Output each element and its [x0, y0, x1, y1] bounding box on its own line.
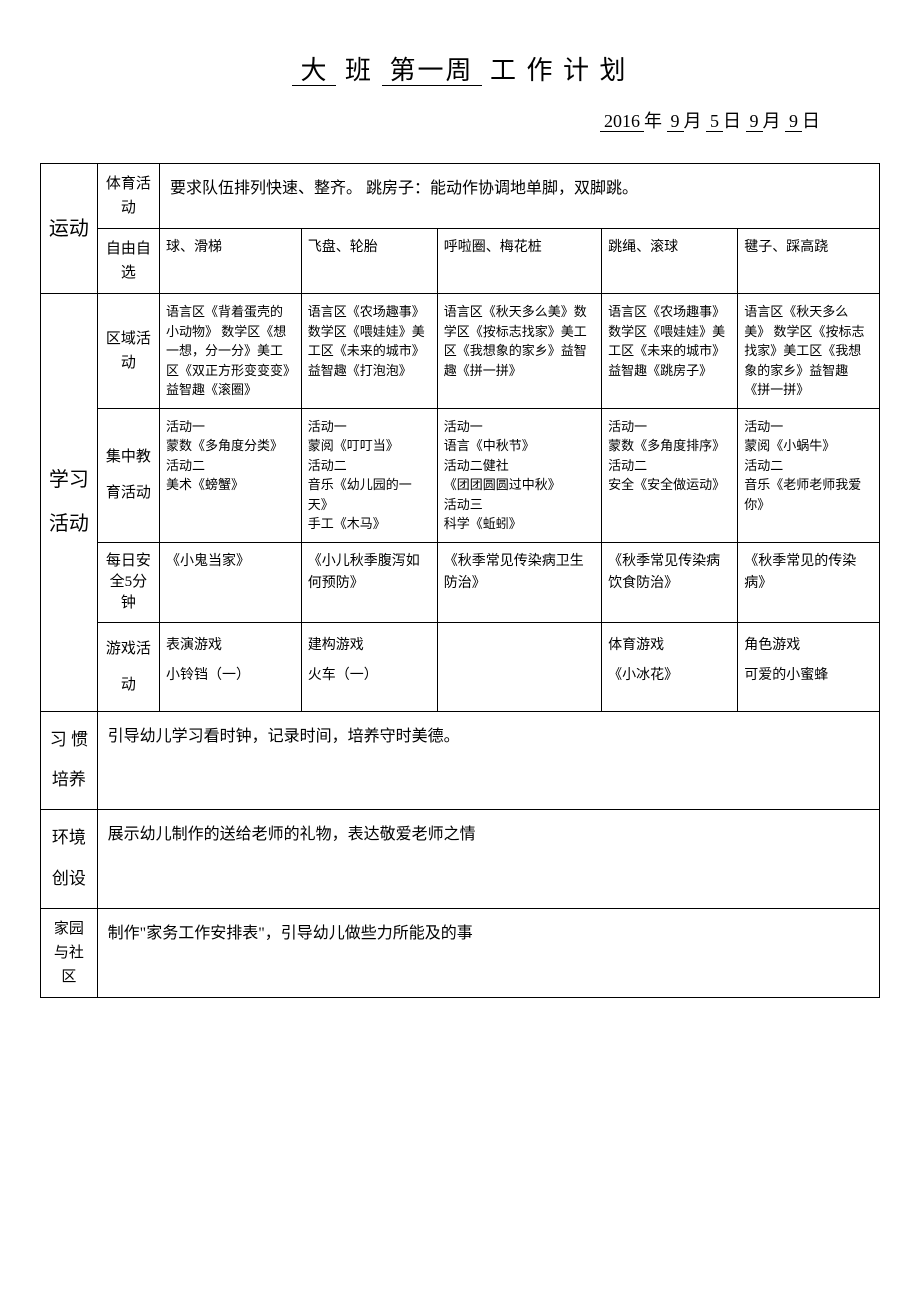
area-d5: 语言区《秋天多么美》 数学区《按标志找家》美工区《我想象的家乡》益智趣《拼一拼》 [738, 294, 880, 409]
safety-d1: 《小鬼当家》 [160, 542, 302, 622]
free-d1: 球、滑梯 [160, 229, 302, 294]
focus-d1: 活动一 蒙数《多角度分类》 活动二 美术《螃蟹》 [160, 408, 302, 542]
game-d2: 建构游戏 火车（一） [301, 622, 437, 711]
area-d4: 语言区《农场趣事》数学区《喂娃娃》美工区《未来的城市》益智趣《跳房子》 [602, 294, 738, 409]
safety-d2: 《小儿秋季腹泻如何预防》 [301, 542, 437, 622]
sub-safety: 每日安全5分钟 [97, 542, 159, 622]
pe-content: 要求队伍排列快速、整齐。 跳房子：能动作协调地单脚，双脚跳。 [160, 164, 880, 229]
title-plan: 工 作 计 划 [490, 56, 628, 85]
sub-free: 自由自选 [97, 229, 159, 294]
focus-d5: 活动一 蒙阅《小蜗牛》 活动二 音乐《老师老师我爱你》 [738, 408, 880, 542]
free-d3: 呼啦圈、梅花桩 [437, 229, 601, 294]
date-m1: 9 [671, 111, 680, 131]
game-d4: 体育游戏 《小冰花》 [602, 622, 738, 711]
area-d1: 语言区《背着蛋壳的小动物》 数学区《想一想，分一分》美工区《双正方形变变变》益智… [160, 294, 302, 409]
title-class: 大 [300, 56, 328, 85]
page-title: 大 班 第一周 工 作 计 划 [40, 50, 880, 87]
date-d1: 5 [710, 111, 719, 131]
area-d3: 语言区《秋天多么美》数学区《按标志找家》美工区《我想象的家乡》益智趣《拼一拼》 [437, 294, 601, 409]
date-m2: 9 [750, 111, 759, 131]
safety-d4: 《秋季常见传染病饮食防治》 [602, 542, 738, 622]
game-d1: 表演游戏 小铃铛（一） [160, 622, 302, 711]
sub-focus: 集中教育活动 [97, 408, 159, 542]
area-d2: 语言区《农场趣事》数学区《喂娃娃》美工区《未来的城市》益智趣《打泡泡》 [301, 294, 437, 409]
sub-area: 区域活动 [97, 294, 159, 409]
date-line: 2016年 9月 5日 9月 9日 [40, 107, 880, 133]
safety-d3: 《秋季常见传染病卫生防治》 [437, 542, 601, 622]
safety-d5: 《秋季常见的传染病》 [738, 542, 880, 622]
habit-content: 引导幼儿学习看时钟，记录时间，培养守时美德。 [97, 711, 879, 810]
sub-pe: 体育活动 [97, 164, 159, 229]
free-d2: 飞盘、轮胎 [301, 229, 437, 294]
sub-game: 游戏活动 [97, 622, 159, 711]
focus-d2: 活动一 蒙阅《叮叮当》 活动二 音乐《幼儿园的一天》 手工《木马》 [301, 408, 437, 542]
title-week: 第一周 [390, 56, 474, 85]
game-d3 [437, 622, 601, 711]
free-d4: 跳绳、滚球 [602, 229, 738, 294]
section-sports: 运动 [41, 164, 98, 294]
focus-d4: 活动一 蒙数《多角度排序》 活动二 安全《安全做运动》 [602, 408, 738, 542]
date-d2: 9 [789, 111, 798, 131]
section-learning: 学习活动 [41, 294, 98, 712]
title-class-label: 班 [345, 56, 373, 85]
home-content: 制作"家务工作安排表"，引导幼儿做些力所能及的事 [97, 908, 879, 997]
section-env: 环境创设 [41, 810, 98, 909]
section-habit: 习 惯培养 [41, 711, 98, 810]
section-home: 家园与社区 [41, 908, 98, 997]
date-year: 2016 [604, 111, 640, 131]
game-d5: 角色游戏 可爱的小蜜蜂 [738, 622, 880, 711]
plan-table: 运动 体育活动 要求队伍排列快速、整齐。 跳房子：能动作协调地单脚，双脚跳。 自… [40, 163, 880, 998]
free-d5: 毽子、踩高跷 [738, 229, 880, 294]
env-content: 展示幼儿制作的送给老师的礼物，表达敬爱老师之情 [97, 810, 879, 909]
focus-d3: 活动一 语言《中秋节》 活动二健社 《团团圆圆过中秋》 活动三 科学《蚯蚓》 [437, 408, 601, 542]
